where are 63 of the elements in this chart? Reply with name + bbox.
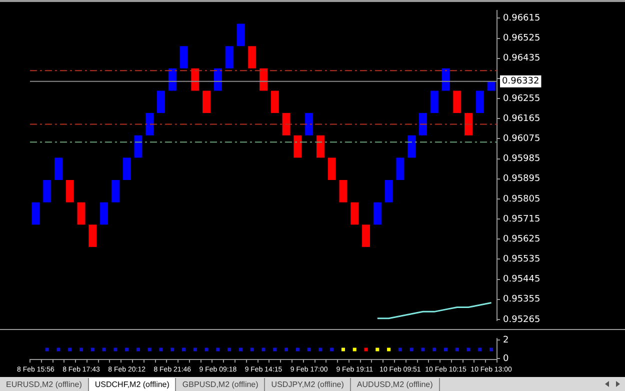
bar — [248, 46, 256, 68]
y-tick-label: 0.95355 — [503, 294, 540, 305]
y-tick-label: 0.95985 — [503, 154, 540, 164]
bar — [339, 180, 348, 202]
y-tick-label: 0.95265 — [503, 314, 540, 325]
text: AUDUSD,M2 (offline) — [350, 378, 440, 390]
bar — [191, 68, 200, 91]
bar — [32, 202, 40, 225]
bar — [305, 113, 314, 136]
bar — [373, 202, 382, 225]
bar — [54, 158, 62, 180]
bar — [88, 224, 97, 247]
bar — [396, 158, 404, 180]
y-tick-label: 0.96165 — [503, 114, 540, 124]
bar — [225, 46, 234, 68]
y-tick-label: 0.95805 — [503, 194, 540, 204]
bar — [350, 202, 359, 225]
bar — [168, 68, 176, 91]
y-tick-label: 0.96435 — [503, 54, 540, 64]
text: USDJPY,M2 (offline) — [265, 378, 351, 390]
bar — [134, 135, 142, 158]
bar — [294, 135, 302, 158]
bar — [260, 68, 268, 91]
bar — [476, 90, 484, 114]
y-tick-label: 0.96615 — [503, 14, 540, 24]
bar — [202, 90, 211, 114]
bar — [111, 180, 120, 202]
bar — [316, 135, 324, 158]
y-tick-label: 0 — [503, 354, 509, 364]
bar — [362, 224, 370, 247]
bar — [487, 82, 496, 91]
bar — [157, 90, 165, 114]
text: GBPUSD,M2 (offline) — [176, 378, 266, 390]
bar — [464, 113, 473, 136]
bar — [214, 68, 222, 91]
bar — [453, 90, 462, 114]
y-tick-label: 0.95895 — [503, 174, 540, 184]
bar — [270, 90, 279, 114]
bar — [180, 46, 188, 68]
text: USDCHF,M2 (offline) — [88, 378, 176, 390]
bar — [66, 180, 74, 202]
y-tick-label: 0.95715 — [503, 214, 540, 224]
bar — [418, 113, 427, 136]
bar — [328, 158, 336, 180]
y-tick-label: 0.95535 — [503, 254, 540, 265]
bar — [282, 113, 290, 136]
bar — [146, 113, 154, 136]
y-tick-label: 2 — [503, 336, 509, 346]
bar — [384, 180, 393, 202]
bar — [408, 135, 416, 158]
ref-line-label: 0.96332 — [502, 76, 540, 87]
bar — [236, 24, 245, 46]
y-tick-label: 0.96075 — [503, 134, 540, 144]
bar — [430, 90, 438, 114]
bar — [43, 180, 52, 202]
bar — [100, 202, 108, 225]
bar — [77, 202, 86, 225]
y-tick-label: 0.96255 — [503, 94, 540, 104]
text: EURUSD,M2 (offline) — [0, 378, 89, 390]
bar — [122, 158, 131, 180]
y-tick-label: 0.95625 — [503, 234, 540, 244]
y-tick-label: 0.95445 — [503, 274, 540, 285]
y-tick-label: 0.96525 — [503, 34, 540, 44]
